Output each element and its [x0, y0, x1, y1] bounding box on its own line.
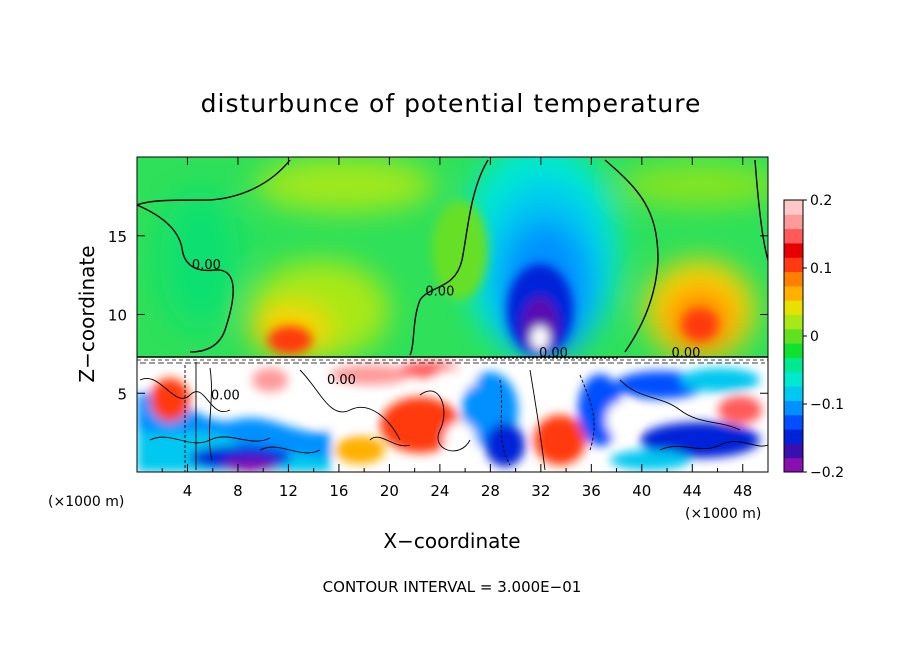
- heatmap-lower-layer: [137, 357, 768, 472]
- contour-labels: 0.00 0.00 0.00 0.00 0.00 0.00: [192, 258, 701, 404]
- y-axis-label: Z−coordinate: [75, 245, 99, 382]
- colorbar-tick-label: 0.2: [810, 193, 832, 209]
- y-tick-label: 15: [108, 228, 127, 246]
- x-tick-label: 12: [279, 482, 298, 500]
- heatmap-upper-layer: [137, 157, 768, 357]
- colorbar-swatch: [784, 300, 803, 316]
- colorbar-swatch: [784, 228, 803, 244]
- colorbar-swatch: [784, 371, 803, 387]
- y-axis-unit: (×1000 m): [48, 494, 124, 510]
- colorbar-tick-label: −0.1: [810, 397, 844, 413]
- colorbar: 0.2 0.1 0 −0.1 −0.2: [783, 193, 844, 481]
- plot-area: 0.00 0.00 0.00 0.00 0.00 0.00: [136, 156, 769, 473]
- x-tick-label: 24: [430, 482, 449, 500]
- x-tick-label: 48: [733, 482, 752, 500]
- colorbar-swatch: [784, 457, 803, 473]
- colorbar-tick-label: −0.2: [810, 465, 844, 481]
- colorbar-swatch: [784, 443, 803, 459]
- x-tick-label: 44: [683, 482, 702, 500]
- contour-label: 0.00: [671, 346, 700, 361]
- y-tick-label: 5: [117, 385, 127, 403]
- colorbar-swatch: [784, 343, 803, 358]
- x-axis: 4 8 12 16 20 24 28 32 36 40 44 48: [161, 157, 752, 500]
- x-tick-label: 8: [233, 482, 243, 500]
- colorbar-swatch: [784, 242, 803, 258]
- x-axis-label: X−coordinate: [383, 529, 520, 553]
- colorbar-swatch: [784, 285, 803, 301]
- chart-title: disturbunce of potential temperature: [201, 89, 702, 118]
- interface-contours: [137, 356, 768, 364]
- colorbar-swatch: [784, 200, 803, 215]
- colorbar-swatch: [784, 314, 803, 330]
- x-tick-label: 32: [531, 482, 550, 500]
- contour-label: 0.00: [539, 346, 568, 361]
- colorbar-swatch: [784, 386, 803, 401]
- colorbar-swatch: [784, 357, 803, 373]
- contour-label: 0.00: [192, 258, 221, 273]
- colorbar-swatch: [784, 400, 803, 416]
- x-tick-label: 4: [183, 482, 193, 500]
- y-tick-label: 10: [108, 307, 127, 325]
- x-tick-label: 16: [329, 482, 348, 500]
- x-tick-label: 20: [380, 482, 399, 500]
- colorbar-swatch: [784, 328, 803, 344]
- colorbar-swatch: [784, 429, 803, 444]
- colorbar-swatch: [784, 414, 803, 430]
- contour-label: 0.00: [425, 285, 454, 300]
- x-tick-label: 40: [632, 482, 651, 500]
- colorbar-swatch: [784, 214, 803, 230]
- colorbar-swatch: [784, 271, 803, 287]
- x-tick-label: 36: [582, 482, 601, 500]
- colorbar-swatch: [784, 257, 803, 273]
- x-axis-unit: (×1000 m): [685, 506, 761, 522]
- contour-label: 0.00: [327, 373, 356, 388]
- colorbar-tick-label: 0.1: [810, 261, 832, 277]
- contour-interval-footer: CONTOUR INTERVAL = 3.000E−01: [323, 578, 582, 596]
- x-tick-label: 28: [481, 482, 500, 500]
- y-axis: 5 10 15: [108, 228, 768, 403]
- contour-label: 0.00: [211, 389, 240, 404]
- colorbar-tick-label: 0: [810, 329, 819, 345]
